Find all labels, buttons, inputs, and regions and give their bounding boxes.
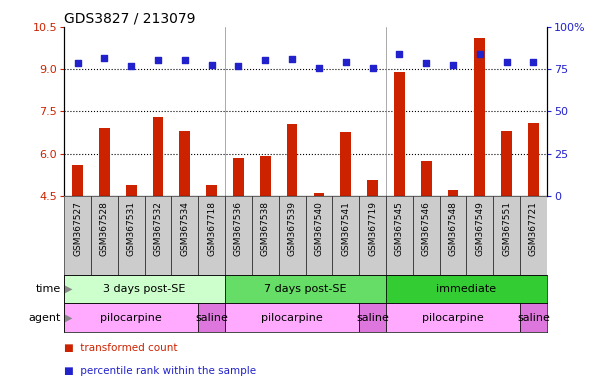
Bar (145, 196, 172, 275)
Point (475, 51, 485, 57)
Point (260, 57, 270, 63)
Point (207, 62, 216, 68)
Bar (386, 196, 413, 275)
Text: GSM367532: GSM367532 (153, 201, 163, 256)
Text: agent: agent (29, 313, 61, 323)
Text: GSM367545: GSM367545 (395, 201, 404, 256)
Text: 7 days post-SE: 7 days post-SE (264, 284, 347, 294)
Bar (233, 158, 244, 196)
Text: GSM367551: GSM367551 (502, 201, 511, 257)
Bar (64, 303, 198, 332)
Text: ▶: ▶ (65, 313, 73, 323)
Bar (332, 196, 359, 275)
Bar (306, 196, 332, 275)
Bar (359, 196, 386, 275)
Point (100, 55, 109, 61)
Text: GSM367721: GSM367721 (529, 201, 538, 256)
Bar (64, 275, 225, 303)
Text: GSM367536: GSM367536 (234, 201, 243, 257)
Point (314, 65, 324, 71)
Point (448, 62, 458, 68)
Bar (64, 196, 91, 275)
Point (341, 59, 351, 65)
Bar (493, 196, 520, 275)
Bar (528, 122, 539, 196)
Bar (520, 303, 547, 332)
Text: saline: saline (356, 313, 389, 323)
Text: GSM367549: GSM367549 (475, 201, 485, 256)
Bar (225, 275, 386, 303)
Bar (448, 190, 458, 196)
Bar (340, 132, 351, 196)
Bar (394, 72, 404, 196)
Text: 3 days post-SE: 3 days post-SE (103, 284, 186, 294)
Point (153, 57, 163, 63)
Bar (413, 196, 439, 275)
Bar (126, 185, 137, 196)
Point (395, 51, 404, 57)
Bar (359, 303, 386, 332)
Bar (198, 196, 225, 275)
Bar (118, 196, 145, 275)
Text: GSM367527: GSM367527 (73, 201, 82, 256)
Point (233, 63, 243, 70)
Text: pilocarpine: pilocarpine (100, 313, 162, 323)
Bar (207, 185, 217, 196)
Bar (252, 196, 279, 275)
Bar (475, 38, 485, 196)
Point (180, 57, 190, 63)
Text: GSM367548: GSM367548 (448, 201, 458, 256)
Bar (386, 303, 520, 332)
Bar (91, 196, 118, 275)
Text: immediate: immediate (436, 284, 497, 294)
Text: GSM367541: GSM367541 (341, 201, 350, 256)
Text: GSM367546: GSM367546 (422, 201, 431, 256)
Text: GSM367528: GSM367528 (100, 201, 109, 256)
Bar (225, 303, 359, 332)
Text: GSM367538: GSM367538 (261, 201, 270, 257)
Text: GSM367718: GSM367718 (207, 201, 216, 257)
Point (73, 60, 82, 66)
Bar (225, 196, 252, 275)
Point (502, 59, 511, 65)
Text: pilocarpine: pilocarpine (262, 313, 323, 323)
Text: GSM367534: GSM367534 (180, 201, 189, 256)
Bar (153, 117, 163, 196)
Text: ▶: ▶ (65, 284, 73, 294)
Bar (466, 196, 493, 275)
Text: GSM367719: GSM367719 (368, 201, 377, 257)
Text: saline: saline (517, 313, 550, 323)
Bar (260, 156, 271, 196)
Bar (72, 165, 83, 196)
Text: time: time (36, 284, 61, 294)
Text: pilocarpine: pilocarpine (422, 313, 484, 323)
Bar (287, 124, 298, 196)
Bar (313, 193, 324, 196)
Bar (520, 196, 547, 275)
Bar (180, 131, 190, 196)
Text: GSM367540: GSM367540 (315, 201, 323, 256)
Bar (172, 196, 198, 275)
Bar (367, 180, 378, 196)
Text: ■  percentile rank within the sample: ■ percentile rank within the sample (64, 366, 256, 376)
Point (422, 60, 431, 66)
Bar (279, 196, 306, 275)
Point (368, 65, 378, 71)
Point (126, 63, 136, 69)
Bar (386, 275, 547, 303)
Bar (198, 303, 225, 332)
Bar (439, 196, 466, 275)
Text: saline: saline (195, 313, 228, 323)
Bar (501, 131, 512, 196)
Text: ■  transformed count: ■ transformed count (64, 343, 178, 353)
Bar (421, 161, 431, 196)
Bar (99, 128, 110, 196)
Point (287, 56, 297, 62)
Text: GSM367539: GSM367539 (288, 201, 296, 257)
Text: GSM367531: GSM367531 (126, 201, 136, 257)
Point (529, 59, 538, 65)
Text: GDS3827 / 213079: GDS3827 / 213079 (64, 12, 196, 26)
